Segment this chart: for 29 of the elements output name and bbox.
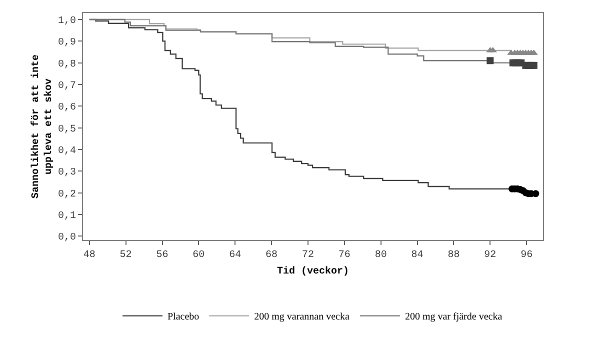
x-tick-label: 92 [484,250,496,261]
x-tick-label: 96 [520,250,533,261]
x-tick-label: 72 [302,250,314,261]
x-tick-label: 56 [156,250,168,261]
y-tick-label: 0,7 [58,80,76,92]
x-axis-title: Tid (veckor) [276,266,350,278]
y-tick-label: 0,8 [58,59,76,70]
y-tick-label: 0,2 [58,189,76,200]
x-tick-label: 60 [192,250,205,261]
x-tick-label: 88 [448,250,460,261]
x-tick-label: 64 [229,250,242,261]
y-tick-label: 0,4 [58,146,76,157]
x-tick-label: 84 [411,250,424,261]
y-tick-label: 1,0 [58,16,76,27]
y-tick-label: 0,0 [58,232,76,244]
x-tick-label: 80 [374,250,387,261]
y-tick-label: 0,3 [58,168,76,179]
x-tick-label: 68 [266,250,278,261]
legend-label: 200 mg varannan vecka [254,312,350,323]
x-tick-label: 48 [83,250,96,261]
legend-label: Placebo [168,312,200,323]
y-tick-label: 0,9 [58,38,76,49]
legend-label: 200 mg var fjärde vecka [404,312,503,323]
y-tick-label: 0,6 [58,102,76,114]
y-tick-label: 0,1 [58,210,76,222]
y-axis-title: Sannolikhet för att inte uppleva ett skov [30,54,55,199]
x-tick-label: 52 [120,250,132,261]
y-tick-label: 0,5 [58,124,76,136]
x-tick-label: 76 [338,250,350,261]
